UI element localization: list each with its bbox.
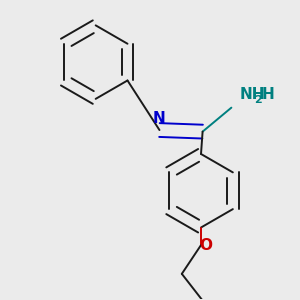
Text: N: N	[153, 111, 166, 126]
Text: 2: 2	[254, 95, 262, 105]
Text: O: O	[199, 238, 212, 253]
Text: H: H	[262, 87, 275, 102]
Text: NH: NH	[239, 87, 265, 102]
